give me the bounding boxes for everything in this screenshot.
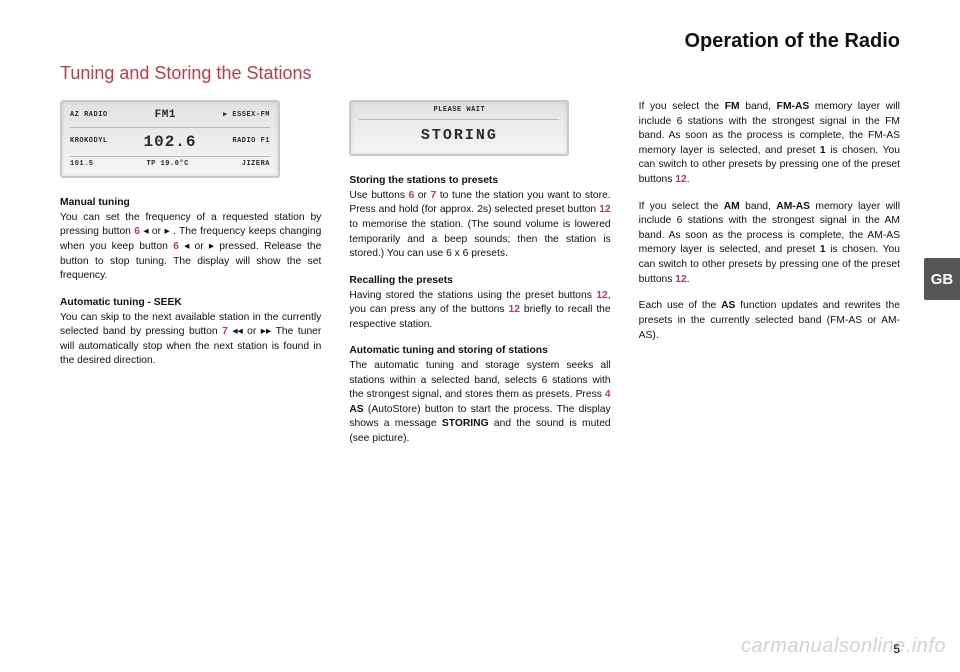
radio-display-tuning: AZ RADIO FM1 ▶ ESSEX-FM KROKODYL 102.6 R… bbox=[60, 100, 280, 178]
para-manual-tuning: Manual tuning You can set the frequency … bbox=[60, 196, 321, 284]
manual-page: Operation of the Radio Tuning and Storin… bbox=[0, 0, 960, 672]
lcd-r2-right: RADIO F1 bbox=[232, 137, 270, 147]
lcd2-main: STORING bbox=[359, 125, 559, 146]
para-auto-tuning: Automatic tuning - SEEK You can skip to … bbox=[60, 296, 321, 369]
lcd-r1-left: AZ RADIO bbox=[70, 111, 108, 121]
language-tab-gb: GB bbox=[924, 258, 960, 300]
para-as-update: Each use of the AS function updates and … bbox=[639, 299, 900, 343]
para-recalling: Recalling the presets Having stored the … bbox=[349, 274, 610, 332]
lcd-r2-left: KROKODYL bbox=[70, 137, 108, 147]
para-am-as: If you select the AM band, AM-AS memory … bbox=[639, 200, 900, 288]
lcd-r3-mid: TP 19.0°C bbox=[146, 160, 188, 170]
section-title: Tuning and Storing the Stations bbox=[60, 63, 900, 84]
watermark: carmanualsonline.info bbox=[741, 635, 946, 658]
content-columns: AZ RADIO FM1 ▶ ESSEX-FM KROKODYL 102.6 R… bbox=[60, 100, 900, 459]
lcd2-top: PLEASE WAIT bbox=[359, 106, 559, 116]
lcd-r3-right: JIZERA bbox=[242, 160, 270, 170]
lcd-r1-mid: FM1 bbox=[155, 108, 176, 124]
chapter-title: Operation of the Radio bbox=[60, 30, 900, 53]
para-storing: Storing the stations to presets Use butt… bbox=[349, 174, 610, 262]
column-3: If you select the FM band, FM-AS memory … bbox=[639, 100, 900, 459]
column-1: AZ RADIO FM1 ▶ ESSEX-FM KROKODYL 102.6 R… bbox=[60, 100, 321, 459]
radio-display-storing: PLEASE WAIT STORING bbox=[349, 100, 569, 156]
lcd-r1-right: ▶ ESSEX-FM bbox=[223, 111, 270, 121]
lcd-r3-left: 101.5 bbox=[70, 160, 94, 170]
lcd-frequency: 102.6 bbox=[143, 131, 196, 154]
para-fm-as: If you select the FM band, FM-AS memory … bbox=[639, 100, 900, 188]
para-auto-store: Automatic tuning and storing of stations… bbox=[349, 344, 610, 446]
column-2: PLEASE WAIT STORING Storing the stations… bbox=[349, 100, 610, 459]
